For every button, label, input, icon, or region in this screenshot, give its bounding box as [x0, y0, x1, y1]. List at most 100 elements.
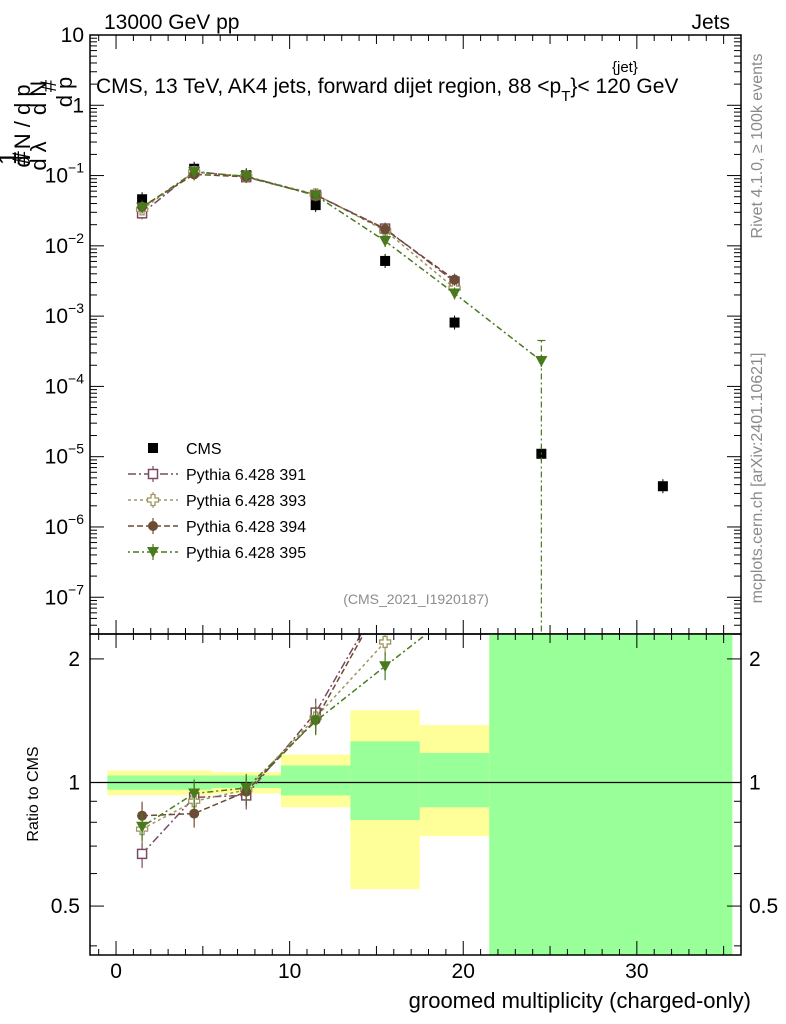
ratio-point	[136, 821, 149, 833]
ratio-point	[378, 635, 392, 649]
series-pythia-6-428-395	[136, 166, 548, 367]
svg-text:d p: d p	[52, 77, 77, 108]
y-tick-exponent: −1	[68, 160, 84, 176]
svg-text:d N / d p: d N / d p	[10, 84, 35, 167]
ratio-y-tick-label: 1	[68, 771, 80, 794]
data-point	[380, 224, 391, 235]
legend-label: Pythia 6.428 391	[186, 467, 306, 484]
x-tick-label: 30	[625, 960, 648, 983]
data-point	[449, 317, 460, 328]
band-inner-5	[489, 634, 733, 955]
data-point	[657, 481, 668, 492]
ratio-point	[240, 782, 253, 794]
band-inner-4	[419, 752, 490, 808]
data-point	[309, 190, 322, 202]
x-tick-label: 0	[110, 960, 122, 983]
ratio-ylabel: Ratio to CMS	[25, 746, 42, 841]
y-tick-mantissa: 10	[45, 446, 68, 469]
y-tick-label: 10−4	[45, 370, 85, 398]
main-ylabel: # d N / d p 1	[0, 84, 36, 167]
svg-text:d λ: d λ	[26, 141, 51, 170]
y-tick-mantissa: 10	[45, 165, 68, 188]
main-plot-area	[135, 161, 668, 634]
data-point	[380, 255, 391, 266]
svg-text:1: 1	[0, 151, 22, 165]
ratio-point	[136, 848, 148, 860]
rivet-version-label: Rivet 4.1.0, ≥ 100k events	[749, 54, 766, 239]
y-tick-label: 1	[72, 94, 84, 117]
ratio-point	[379, 661, 392, 673]
x-tick-label: 10	[278, 960, 301, 983]
title-subscript: T	[561, 88, 570, 105]
svg-text:#: #	[36, 79, 61, 92]
svg-text:CMS, 13 TeV, AK4 jets, forward: CMS, 13 TeV, AK4 jets, forward dijet reg…	[96, 75, 678, 105]
y-tick-exponent: −6	[68, 511, 84, 527]
y-tick-exponent: −5	[68, 441, 84, 457]
data-point	[448, 288, 461, 300]
ratio-series-pythia-6-428-395	[136, 634, 428, 841]
y-tick-label: 10−2	[45, 230, 85, 258]
y-tick-exponent: −3	[68, 300, 84, 316]
ratio-point	[309, 716, 322, 728]
legend-marker	[146, 493, 160, 507]
legend-label: Pythia 6.428 393	[186, 493, 306, 510]
legend-marker	[148, 443, 158, 453]
y-tick-mantissa: 10	[45, 375, 68, 398]
data-point	[240, 171, 253, 183]
ratio-y-tick-label-right: 1	[749, 771, 761, 794]
y-tick-mantissa: 10	[45, 235, 68, 258]
ratio-plot-area	[135, 634, 428, 868]
y-tick-exponent: −2	[68, 230, 84, 246]
title-main: CMS, 13 TeV, AK4 jets, forward dijet reg…	[96, 75, 561, 98]
ratio-y-tick-label: 2	[68, 648, 80, 671]
y-tick-mantissa: 10	[45, 516, 68, 539]
y-tick-label: 10−7	[45, 581, 85, 609]
legend-marker	[147, 468, 159, 480]
y-tick-label: 10−5	[45, 441, 85, 469]
x-axis-label: groomed multiplicity (charged-only)	[409, 988, 751, 1013]
ratio-y-tick-label-right: 2	[749, 648, 761, 671]
ratio-point	[189, 808, 200, 819]
y-tick-exponent: −4	[68, 370, 84, 386]
plot-title: CMS, 13 TeV, AK4 jets, forward dijet reg…	[96, 59, 678, 105]
legend-label: Pythia 6.428 394	[186, 519, 306, 536]
legend-marker	[148, 521, 158, 531]
svg-text:d N: d N	[26, 81, 51, 115]
y-tick-label: 10−1	[45, 160, 85, 188]
data-point	[136, 202, 149, 214]
legend-marker	[147, 547, 159, 558]
y-tick-label: 10−3	[45, 300, 85, 328]
title-end: }< 120 GeV	[570, 75, 678, 98]
band-inner-3	[350, 741, 420, 821]
title-superscript: {jet}	[612, 59, 638, 76]
analysis-tag: (CMS_2021_I1920187)	[343, 591, 489, 607]
ratio-line	[141, 634, 428, 828]
y-tick-label: 10	[61, 24, 84, 47]
ratio-line	[141, 641, 386, 830]
series-line	[141, 173, 456, 281]
x-tick-label: 20	[452, 960, 475, 983]
ratio-y-tick-label: 0.5	[51, 895, 80, 918]
data-point	[379, 236, 392, 248]
svg-text:#: #	[8, 151, 36, 165]
band-inner-2	[280, 765, 351, 796]
data-point	[449, 274, 460, 285]
ratio-point	[188, 788, 201, 800]
data-point	[188, 167, 201, 179]
ratio-frame	[89, 633, 742, 956]
mcplots-label: mcplots.cern.ch [arXiv:2401.10621]	[749, 353, 766, 604]
legend-label: CMS	[186, 441, 222, 458]
beam-label: 13000 GeV pp	[104, 11, 239, 34]
y-tick-exponent: −7	[68, 581, 84, 597]
legend: CMS Pythia 6.428 391 Pythia 6.428 393 Pythi…	[128, 441, 306, 562]
y-tick-label: 10−6	[45, 511, 85, 539]
category-label: Jets	[691, 11, 730, 34]
y-tick-mantissa: 10	[45, 305, 68, 328]
legend-label: Pythia 6.428 395	[186, 545, 306, 562]
data-point	[137, 194, 148, 205]
y-tick-mantissa: 10	[45, 586, 68, 609]
ratio-uncertainty-bands	[90, 634, 741, 955]
ratio-y-tick-label-right: 0.5	[749, 895, 778, 918]
data-point	[310, 200, 321, 211]
